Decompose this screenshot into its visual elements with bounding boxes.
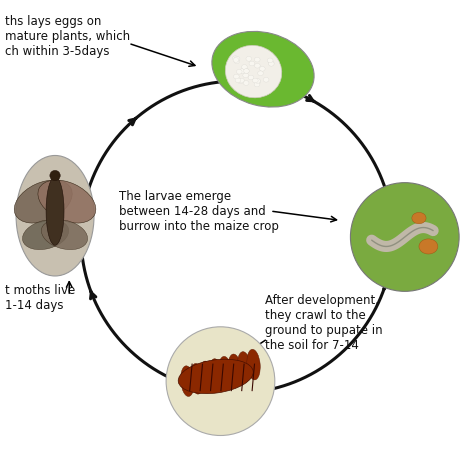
Ellipse shape [255, 64, 260, 68]
Ellipse shape [16, 155, 94, 276]
Ellipse shape [244, 69, 249, 73]
Ellipse shape [46, 177, 64, 245]
Text: ths lays eggs on
mature plants, which
ch within 3-5days: ths lays eggs on mature plants, which ch… [5, 15, 130, 58]
Ellipse shape [235, 78, 241, 82]
Ellipse shape [255, 80, 261, 84]
Ellipse shape [243, 73, 248, 78]
Ellipse shape [255, 57, 260, 62]
Ellipse shape [350, 182, 459, 292]
Ellipse shape [258, 71, 264, 76]
Ellipse shape [228, 354, 241, 384]
Ellipse shape [237, 352, 251, 382]
Ellipse shape [22, 219, 69, 250]
Ellipse shape [233, 56, 238, 61]
Text: t moths live
1-14 days: t moths live 1-14 days [5, 284, 76, 312]
Ellipse shape [263, 77, 269, 82]
Ellipse shape [255, 79, 260, 83]
Ellipse shape [249, 61, 255, 66]
Ellipse shape [212, 31, 314, 107]
Ellipse shape [178, 359, 253, 393]
Ellipse shape [225, 46, 282, 98]
Ellipse shape [14, 180, 72, 223]
Ellipse shape [243, 69, 249, 73]
Ellipse shape [233, 58, 239, 63]
Ellipse shape [237, 69, 242, 74]
Ellipse shape [267, 58, 273, 63]
Ellipse shape [50, 170, 60, 181]
Ellipse shape [234, 56, 240, 61]
Ellipse shape [181, 366, 194, 396]
Ellipse shape [254, 82, 260, 87]
Ellipse shape [247, 349, 260, 380]
Ellipse shape [237, 79, 243, 84]
Text: The larvae emerge
between 14-28 days and
burrow into the maize crop: The larvae emerge between 14-28 days and… [119, 190, 279, 233]
Ellipse shape [38, 180, 96, 223]
Ellipse shape [41, 219, 88, 250]
Ellipse shape [239, 78, 245, 83]
Ellipse shape [209, 359, 222, 389]
Ellipse shape [243, 81, 249, 85]
Ellipse shape [234, 59, 240, 64]
Ellipse shape [268, 61, 274, 65]
Ellipse shape [242, 64, 247, 69]
Ellipse shape [200, 361, 213, 392]
Ellipse shape [190, 364, 203, 394]
Ellipse shape [419, 239, 438, 254]
Ellipse shape [219, 356, 232, 387]
Ellipse shape [259, 66, 265, 71]
Ellipse shape [248, 75, 254, 80]
Ellipse shape [234, 74, 239, 79]
Ellipse shape [253, 78, 258, 83]
Ellipse shape [268, 62, 274, 66]
Text: After development,
they crawl to the
ground to pupate in
the soil for 7-14: After development, they crawl to the gro… [265, 294, 383, 352]
Ellipse shape [166, 327, 275, 436]
Ellipse shape [412, 212, 426, 224]
Ellipse shape [246, 56, 252, 61]
Ellipse shape [239, 69, 245, 73]
